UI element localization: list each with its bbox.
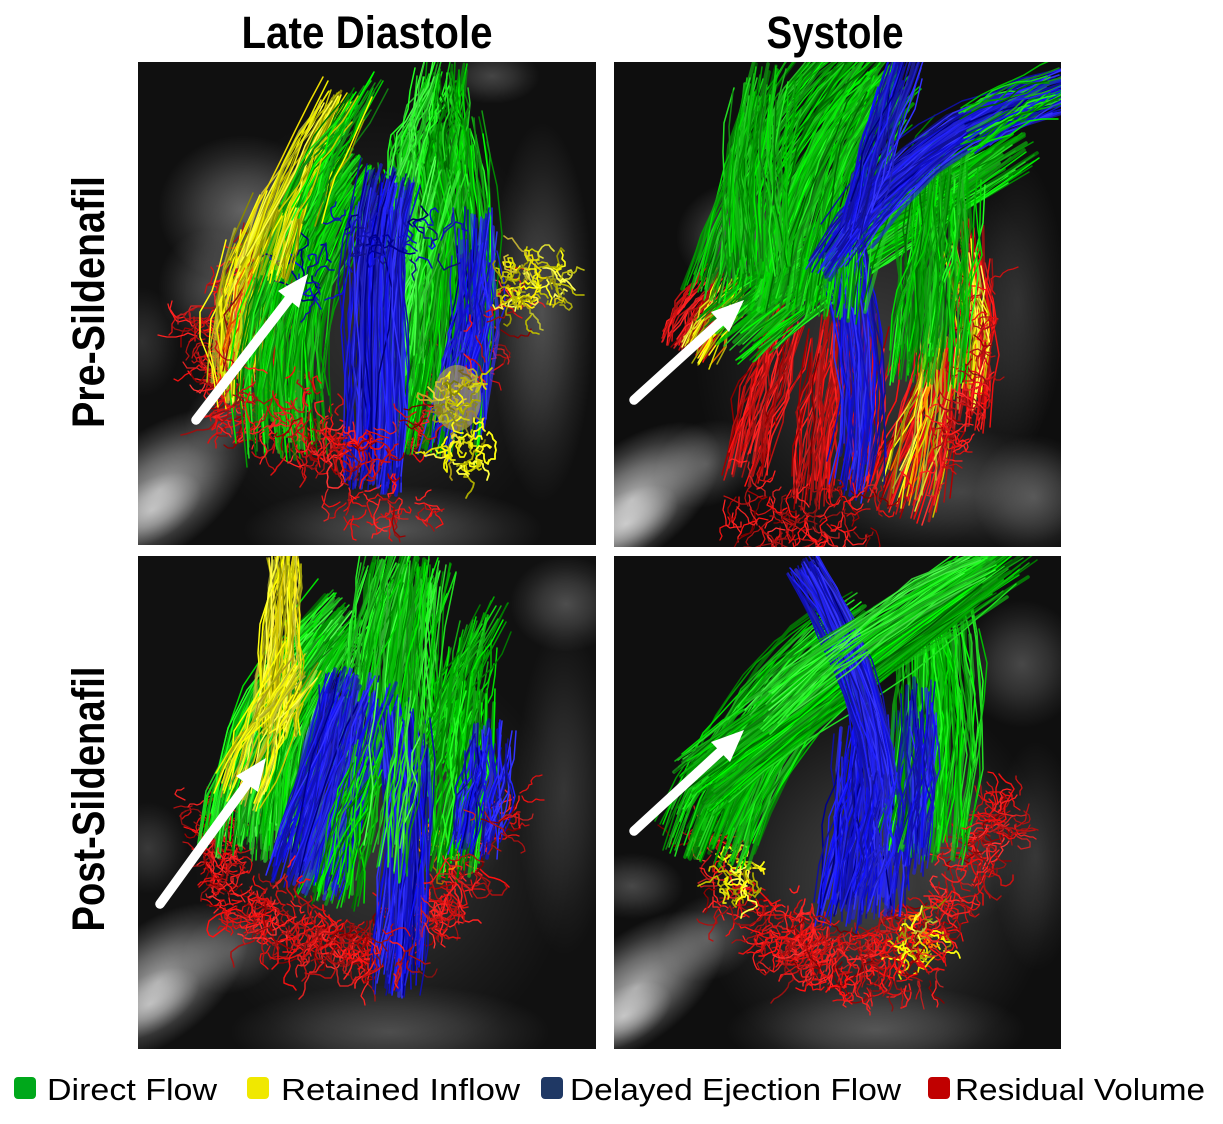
svg-text:Systole: Systole	[767, 7, 904, 58]
svg-text:Direct Flow: Direct Flow	[47, 1072, 218, 1107]
svg-text:Pre-Sildenafil: Pre-Sildenafil	[63, 176, 114, 428]
svg-text:Retained Inflow: Retained Inflow	[281, 1072, 521, 1107]
svg-text:Delayed Ejection Flow: Delayed Ejection Flow	[570, 1072, 902, 1107]
svg-text:Late Diastole: Late Diastole	[242, 7, 493, 58]
svg-text:Post-Sildenafil: Post-Sildenafil	[63, 667, 114, 932]
svg-text:Residual Volume: Residual Volume	[955, 1072, 1205, 1107]
